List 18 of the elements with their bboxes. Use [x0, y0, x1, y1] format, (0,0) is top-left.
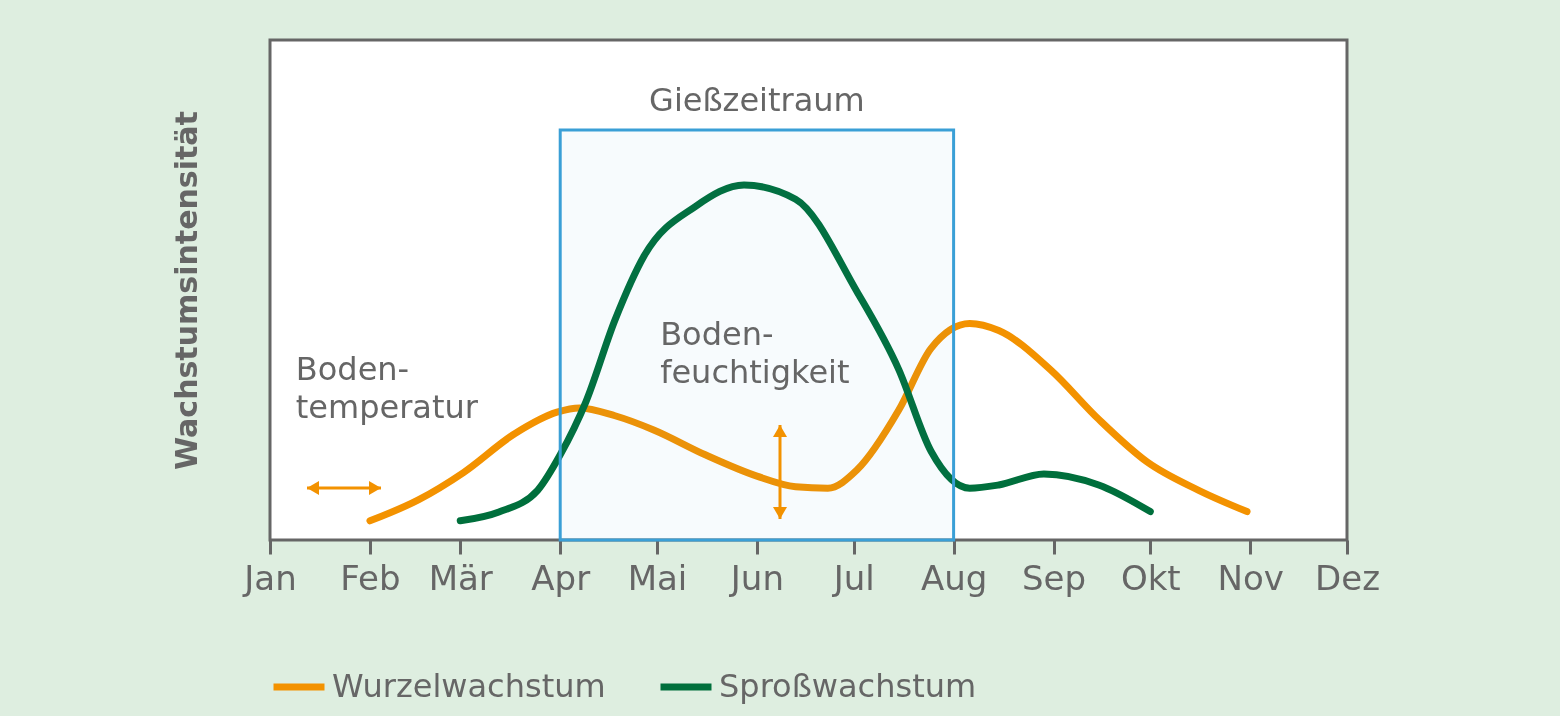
x-tick-label: Aug — [920, 557, 988, 598]
legend-label: Sproßwachstum — [719, 667, 977, 705]
annotation: Boden- temperatur — [295, 350, 479, 427]
x-tick-label: Jun — [728, 557, 784, 598]
x-tick-label: Mär — [428, 557, 493, 598]
x-tick-label: Sep — [1022, 557, 1087, 598]
annotation: Boden- feuchtigkeit — [660, 314, 850, 391]
x-tick-label: Mai — [627, 557, 688, 598]
x-tick-label: Feb — [340, 557, 401, 598]
x-tick-label: Apr — [531, 557, 591, 598]
legend-label: Wurzelwachstum — [332, 667, 606, 705]
x-tick-label: Okt — [1120, 557, 1181, 598]
x-tick-label: Jul — [831, 557, 875, 598]
y-axis-title: Wachstumsintensität — [168, 111, 204, 470]
x-tick-label: Dez — [1315, 557, 1380, 598]
x-tick-label: Jan — [242, 557, 297, 598]
x-tick-label: Nov — [1217, 557, 1284, 598]
band-label: Gießzeitraum — [649, 81, 865, 119]
